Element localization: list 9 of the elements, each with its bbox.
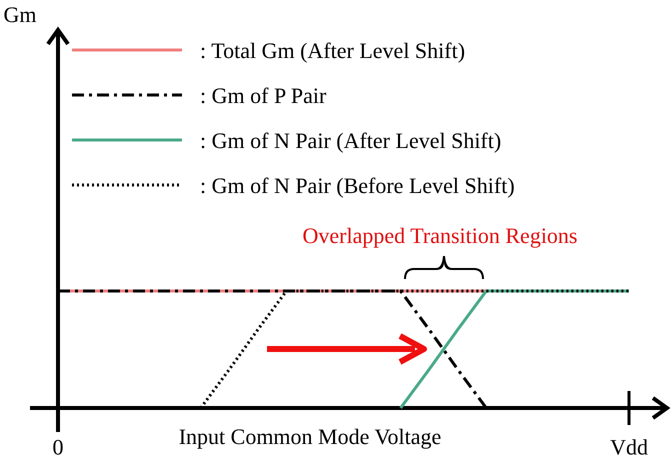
legend-label: : Gm of N Pair (Before Level Shift): [200, 173, 515, 198]
legend-label: : Gm of P Pair: [200, 83, 327, 108]
x-tick-label: 0: [52, 434, 64, 460]
x-tick-label: Vdd: [610, 434, 648, 460]
text: Gm: [4, 2, 36, 27]
legend-label: : Gm of N Pair (After Level Shift): [200, 128, 502, 153]
legend-label: : Total Gm (After Level Shift): [200, 38, 466, 63]
x-axis-title: Input Common Mode Voltage: [178, 424, 442, 449]
text: Overlapped Transition Regions: [302, 223, 578, 248]
